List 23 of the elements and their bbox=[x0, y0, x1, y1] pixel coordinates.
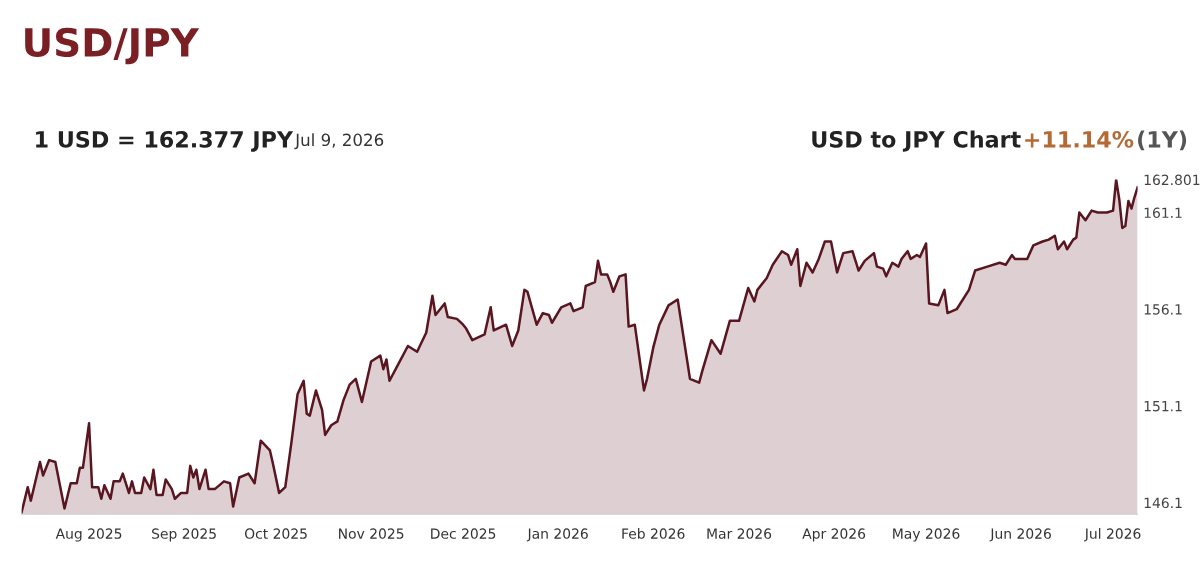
x-tick-label: Apr 2026 bbox=[802, 528, 866, 542]
text: 1 USD = 162.377 JPY bbox=[36, 130, 294, 152]
x-tick-label: Feb 2026 bbox=[622, 528, 685, 539]
x-tick-label: Nov 2025 bbox=[339, 528, 404, 539]
x-tick-label: Sep 2025 bbox=[152, 528, 216, 542]
y-tick-label: 146.1 bbox=[1144, 497, 1182, 509]
y-tick-label: 162.801 bbox=[1144, 174, 1200, 186]
x-tick-label: Aug 2025 bbox=[55, 528, 122, 542]
x-tick-label: Jan 2026 bbox=[526, 528, 588, 542]
y-tick-label: 161.1 bbox=[1144, 207, 1182, 218]
text: +11.14% bbox=[1025, 130, 1134, 148]
y-tick-label: 151.1 bbox=[1144, 401, 1182, 412]
text: (1Y) bbox=[1138, 130, 1187, 151]
x-tick-label: Jun 2026 bbox=[989, 528, 1051, 542]
y-tick-label: 156.1 bbox=[1144, 304, 1182, 315]
x-tick-label: Dec 2025 bbox=[431, 528, 496, 539]
x-tick-label: Jul 2026 bbox=[1084, 528, 1141, 542]
text: Jul 9, 2026 bbox=[294, 133, 384, 150]
x-tick-label: Oct 2025 bbox=[244, 528, 307, 539]
x-tick-label: Mar 2026 bbox=[707, 528, 772, 539]
chart-title: USD/JPY bbox=[25, 27, 200, 65]
text: USD to JPY Chart bbox=[812, 130, 1021, 152]
x-tick-label: May 2026 bbox=[893, 528, 960, 542]
